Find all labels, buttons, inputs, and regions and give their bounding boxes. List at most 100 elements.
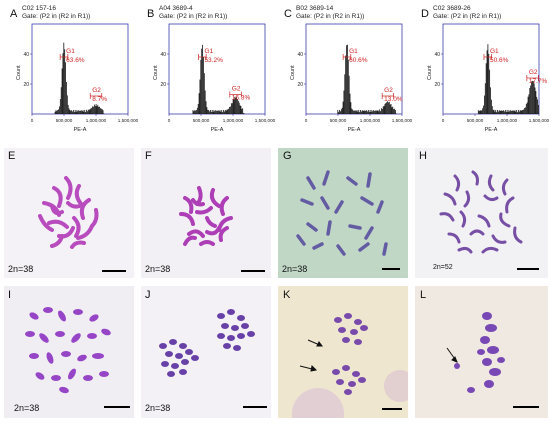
chromosome-spread-image bbox=[38, 176, 99, 249]
histogram-bar bbox=[208, 109, 210, 114]
histogram-panel-b: A04 3689-4 Gate: (P2 in (R2 in R1)) 20 40 0 5… bbox=[137, 0, 276, 140]
panel-letter: H bbox=[419, 150, 427, 162]
histogram-bar bbox=[382, 106, 384, 114]
histogram-bar bbox=[217, 110, 218, 114]
histogram-bar bbox=[229, 106, 231, 114]
histogram-bar bbox=[383, 106, 385, 114]
histogram-bar bbox=[351, 108, 353, 114]
g2-percent: 17.7% bbox=[529, 78, 548, 85]
panel-letter: C bbox=[284, 8, 292, 20]
histogram-bar bbox=[387, 101, 388, 114]
histogram-bar bbox=[239, 105, 241, 114]
x-tick-label: 1,500,000 bbox=[392, 118, 413, 123]
histogram-bar bbox=[530, 85, 532, 114]
histogram-bar bbox=[97, 104, 99, 114]
histogram-bar bbox=[220, 111, 222, 114]
histogram-bar bbox=[192, 110, 194, 114]
histogram-gate-label: Gate: (P2 in (R2 in R1)) bbox=[159, 13, 227, 20]
histogram-bar bbox=[234, 96, 236, 114]
histogram-gate-label: Gate: (P2 in (R2 in R1)) bbox=[22, 13, 90, 20]
histogram-sample-title: C02 157-16 bbox=[22, 5, 56, 12]
micrograph-j: 2n=38 bbox=[141, 286, 271, 418]
histogram-panel-d: C02 3689-26 Gate: (P2 in (R2 in R1)) 20 40 0… bbox=[411, 0, 550, 140]
x-tick-label: 1,500,000 bbox=[118, 118, 139, 123]
histogram-bar bbox=[532, 80, 533, 114]
scale-bar bbox=[382, 408, 402, 410]
histogram-bar bbox=[527, 96, 529, 114]
histogram-bar bbox=[352, 109, 354, 114]
x-axis-label: PE-A bbox=[348, 127, 361, 133]
histogram-bar bbox=[63, 42, 65, 114]
histogram-bar bbox=[503, 110, 505, 114]
plot-frame bbox=[168, 23, 266, 115]
panel-letter: J bbox=[145, 289, 151, 301]
histogram-bar bbox=[66, 95, 68, 114]
y-axis-label: Count bbox=[153, 65, 159, 80]
histogram-bar bbox=[350, 102, 352, 114]
ploidy-label: 2n=52 bbox=[433, 264, 453, 271]
histogram-bar bbox=[375, 110, 377, 114]
histogram-bar bbox=[372, 111, 374, 114]
histogram-bar bbox=[379, 109, 381, 114]
histogram-bar bbox=[214, 111, 216, 114]
histogram-bar bbox=[504, 110, 506, 114]
histogram-bar bbox=[225, 110, 227, 114]
chromosome-spread-image bbox=[439, 170, 523, 254]
histogram-bar bbox=[518, 109, 519, 114]
g1-percent: 60.6% bbox=[349, 57, 368, 64]
histogram-bar bbox=[66, 82, 67, 114]
histogram-bar bbox=[224, 109, 226, 114]
x-axis-label: PE-A bbox=[211, 127, 224, 133]
g2-percent: 13.0% bbox=[384, 96, 403, 103]
histogram-bar bbox=[59, 106, 60, 114]
histogram-bar bbox=[209, 111, 210, 114]
histogram-bar bbox=[511, 110, 512, 114]
histogram-bar bbox=[72, 111, 73, 114]
histogram-bar bbox=[228, 108, 230, 114]
histogram-bar bbox=[394, 108, 395, 114]
histogram-bar bbox=[216, 110, 217, 114]
histogram-sample-title: A04 3689-4 bbox=[159, 5, 193, 12]
histogram-bar bbox=[507, 111, 509, 114]
histogram-bar bbox=[200, 59, 202, 114]
histogram-bar bbox=[363, 110, 365, 114]
histogram-bar bbox=[240, 106, 242, 114]
x-tick-label: 1,000,000 bbox=[360, 118, 381, 123]
y-axis-label: Count bbox=[16, 65, 22, 80]
histogram-bar bbox=[196, 107, 198, 114]
histogram-bar bbox=[205, 101, 207, 114]
histogram-bar bbox=[73, 112, 75, 114]
histogram-bar bbox=[367, 111, 368, 114]
histogram-bar bbox=[227, 109, 229, 114]
histogram-bar bbox=[343, 90, 345, 114]
histogram-bar bbox=[80, 110, 82, 114]
panel-letter: A bbox=[10, 8, 18, 20]
histogram-bar bbox=[518, 111, 520, 114]
histogram-bar bbox=[204, 90, 206, 114]
histogram-bar bbox=[477, 110, 479, 114]
y-axis-label: Count bbox=[427, 65, 433, 80]
histogram-bar bbox=[75, 111, 77, 114]
histogram-bar bbox=[360, 111, 362, 114]
histogram-bar bbox=[354, 110, 356, 114]
histogram-sample-title: C02 3689-26 bbox=[433, 5, 471, 12]
histogram-bar bbox=[244, 113, 245, 114]
histogram-bar bbox=[211, 109, 213, 114]
chromosome-spread-image bbox=[278, 148, 408, 278]
histogram-bar bbox=[367, 110, 369, 114]
g1-label: G1 bbox=[490, 48, 499, 55]
histogram-bar bbox=[480, 110, 482, 114]
histogram-bar bbox=[520, 110, 522, 114]
histogram-bar bbox=[362, 111, 364, 114]
scale-bar bbox=[382, 268, 400, 270]
histogram-bar bbox=[201, 48, 203, 114]
histogram-bar bbox=[493, 109, 495, 114]
histogram-bar bbox=[92, 106, 94, 114]
histogram-bar bbox=[374, 110, 375, 114]
histogram-bar bbox=[506, 109, 508, 114]
histogram-bar bbox=[364, 110, 366, 114]
histogram-panel-c: B02 3689-14 Gate: (P2 in (R2 in R1)) 20 40 0… bbox=[274, 0, 413, 140]
